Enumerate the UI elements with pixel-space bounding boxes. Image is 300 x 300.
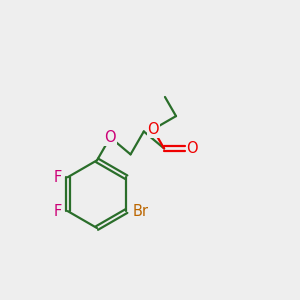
Text: O: O	[186, 141, 198, 156]
Text: F: F	[53, 170, 61, 185]
Text: O: O	[147, 122, 159, 137]
Text: Br: Br	[133, 204, 149, 219]
Text: O: O	[104, 130, 116, 145]
Text: F: F	[53, 204, 61, 219]
